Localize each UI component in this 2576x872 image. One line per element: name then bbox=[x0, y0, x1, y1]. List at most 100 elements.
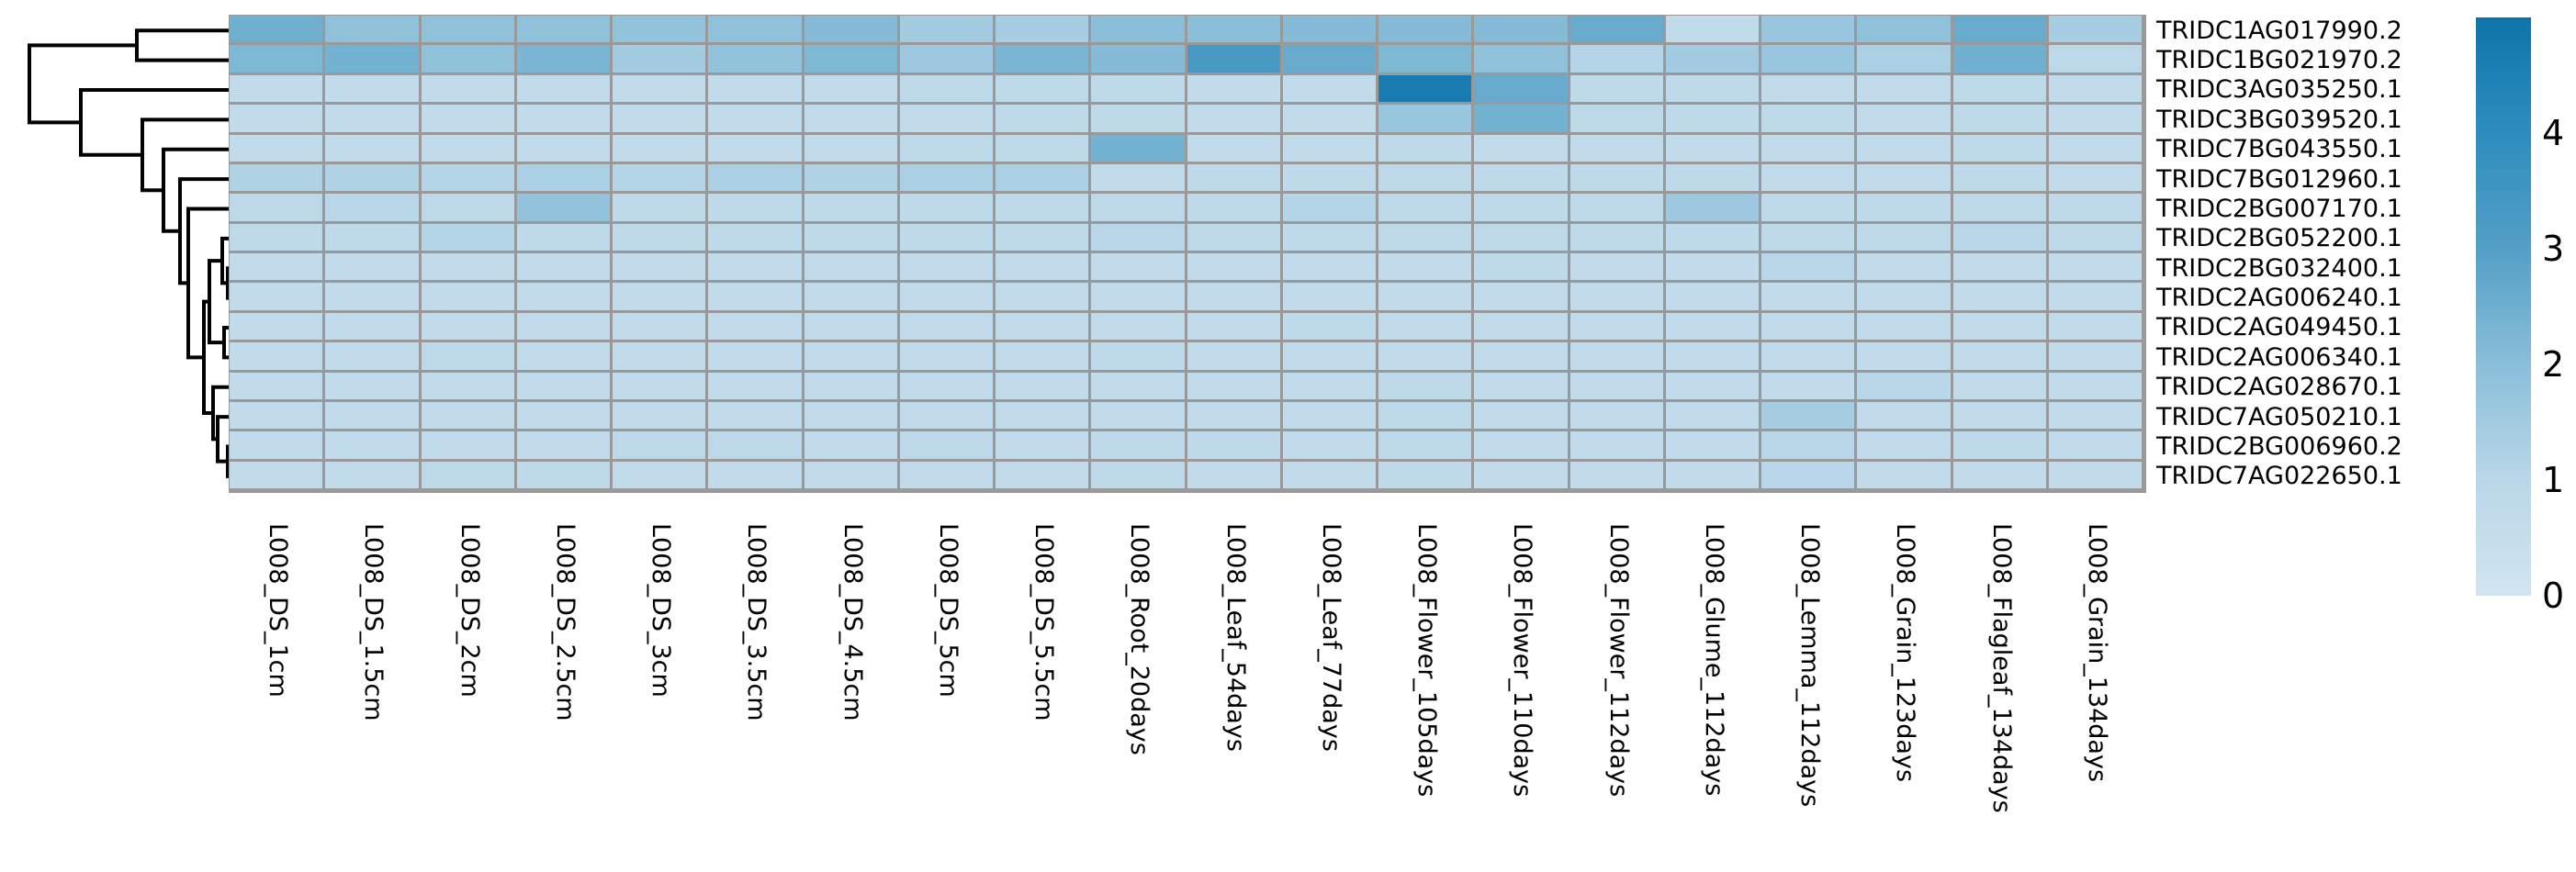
heatmap-cell bbox=[516, 431, 610, 459]
column-label: L008_DS_1cm bbox=[264, 523, 293, 698]
heatmap-cell bbox=[1857, 431, 1951, 459]
heatmap-cell bbox=[804, 45, 897, 73]
heatmap-cell bbox=[613, 283, 706, 310]
column-label: L008_Leaf_77days bbox=[1316, 523, 1345, 752]
heatmap-cell bbox=[1857, 401, 1951, 430]
row-label: TRIDC2BG006960.2 bbox=[2156, 431, 2402, 461]
heatmap-cell bbox=[996, 163, 1089, 192]
heatmap-cell bbox=[2048, 74, 2142, 103]
heatmap-cell bbox=[1091, 16, 1185, 43]
heatmap-cell bbox=[1952, 312, 2046, 341]
heatmap-cell bbox=[1952, 194, 2046, 221]
dendrogram-branch bbox=[186, 207, 230, 360]
heatmap-cell bbox=[516, 342, 610, 370]
heatmap-cell bbox=[325, 105, 419, 132]
heatmap-cell bbox=[996, 45, 1089, 73]
column-label: L008_DS_1.5cm bbox=[359, 523, 388, 721]
heatmap-grid bbox=[228, 14, 2146, 493]
heatmap-cell bbox=[1665, 16, 1759, 43]
heatmap-cell bbox=[613, 342, 706, 370]
heatmap-cell bbox=[1378, 74, 1472, 103]
heatmap-cell bbox=[1091, 194, 1185, 221]
heatmap-cell bbox=[708, 194, 802, 221]
row-label: TRIDC2BG052200.1 bbox=[2156, 224, 2402, 253]
heatmap-cell bbox=[996, 194, 1089, 221]
heatmap-cell bbox=[421, 45, 514, 73]
heatmap-cell bbox=[1282, 253, 1376, 281]
heatmap-cell bbox=[899, 105, 993, 132]
heatmap-cell bbox=[1761, 253, 1855, 281]
heatmap-cell bbox=[325, 134, 419, 162]
heatmap-cell bbox=[804, 253, 897, 281]
heatmap-cell bbox=[1282, 163, 1376, 192]
heatmap-cell bbox=[1569, 372, 1663, 399]
heatmap-cell bbox=[1569, 461, 1663, 488]
heatmap-cell bbox=[1857, 253, 1951, 281]
heatmap-cell bbox=[708, 16, 802, 43]
heatmap-cell bbox=[996, 74, 1089, 103]
dendrogram-branch bbox=[135, 28, 230, 62]
heatmap-cell bbox=[1378, 16, 1472, 43]
heatmap-cell bbox=[421, 253, 514, 281]
column-label: L008_Flower_112days bbox=[1603, 523, 1633, 798]
colorbar bbox=[2476, 17, 2531, 596]
heatmap-cell bbox=[1761, 401, 1855, 430]
heatmap-cell bbox=[1857, 194, 1951, 221]
heatmap-cell bbox=[1952, 223, 2046, 251]
row-label: TRIDC2AG006340.1 bbox=[2156, 342, 2402, 372]
heatmap-cell bbox=[1665, 461, 1759, 488]
heatmap-cell bbox=[899, 253, 993, 281]
heatmap-cell bbox=[1378, 283, 1472, 310]
heatmap-cell bbox=[1091, 74, 1185, 103]
heatmap-cell bbox=[1282, 312, 1376, 341]
heatmap-cell bbox=[421, 163, 514, 192]
heatmap-cell bbox=[996, 401, 1089, 430]
heatmap-cell bbox=[899, 74, 993, 103]
heatmap-cell bbox=[996, 372, 1089, 399]
heatmap-cell bbox=[613, 461, 706, 488]
heatmap-cell bbox=[1857, 223, 1951, 251]
heatmap-cell bbox=[2048, 401, 2142, 430]
heatmap-cell bbox=[1857, 342, 1951, 370]
heatmap-cell bbox=[325, 283, 419, 310]
heatmap-cell bbox=[804, 16, 897, 43]
heatmap-cell bbox=[1378, 342, 1472, 370]
heatmap-cell bbox=[1378, 105, 1472, 132]
heatmap-cell bbox=[1091, 105, 1185, 132]
dendrogram-branch bbox=[208, 259, 224, 345]
heatmap-cell bbox=[1187, 16, 1280, 43]
column-label: L008_Flower_105days bbox=[1412, 523, 1442, 798]
heatmap-cell bbox=[325, 401, 419, 430]
heatmap-cell bbox=[1091, 253, 1185, 281]
heatmap-cell bbox=[1761, 16, 1855, 43]
heatmap-cell bbox=[613, 163, 706, 192]
heatmap-cell bbox=[613, 431, 706, 459]
heatmap-cell bbox=[1474, 194, 1568, 221]
heatmap-cell bbox=[1665, 283, 1759, 310]
row-label: TRIDC7BG043550.1 bbox=[2156, 135, 2402, 164]
heatmap-cell bbox=[421, 16, 514, 43]
heatmap-cell bbox=[613, 253, 706, 281]
heatmap-cell bbox=[1665, 74, 1759, 103]
heatmap-cell bbox=[516, 461, 610, 488]
heatmap-cell bbox=[804, 223, 897, 251]
heatmap-cell bbox=[1569, 253, 1663, 281]
heatmap-cell bbox=[1282, 283, 1376, 310]
heatmap-cell bbox=[1665, 312, 1759, 341]
heatmap-cell bbox=[2048, 283, 2142, 310]
heatmap-cell bbox=[1665, 431, 1759, 459]
heatmap-cell bbox=[1091, 312, 1185, 341]
heatmap-cell bbox=[421, 134, 514, 162]
heatmap-cell bbox=[1761, 342, 1855, 370]
heatmap-cell bbox=[230, 223, 323, 251]
heatmap-cell bbox=[1282, 223, 1376, 251]
heatmap-cell bbox=[899, 372, 993, 399]
heatmap-cell bbox=[1761, 372, 1855, 399]
dendrogram-branch bbox=[211, 385, 230, 442]
heatmap-cell bbox=[996, 134, 1089, 162]
column-label: L008_Grain_123days bbox=[1891, 523, 1920, 783]
heatmap-cell bbox=[613, 372, 706, 399]
heatmap-cell bbox=[1378, 253, 1472, 281]
heatmap-cell bbox=[1952, 134, 2046, 162]
heatmap-cell bbox=[1952, 45, 2046, 73]
